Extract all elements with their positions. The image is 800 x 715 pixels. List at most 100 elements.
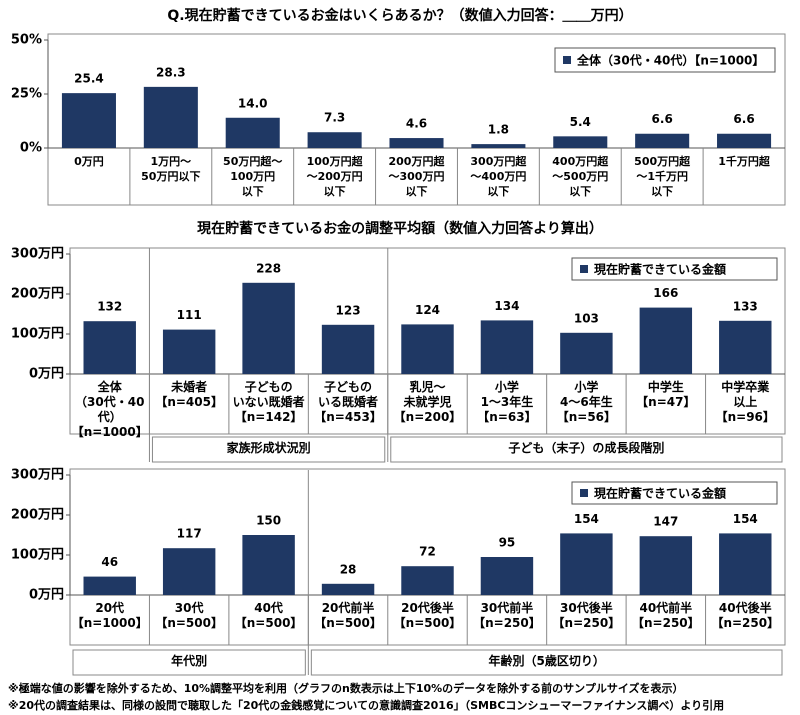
- x-tick-label: 20代後半 【n=500】: [393, 601, 462, 630]
- bar: [225, 117, 280, 148]
- bar: [471, 144, 526, 148]
- y-tick-label: 0万円: [29, 367, 64, 382]
- group-box: [72, 649, 306, 676]
- bar: [480, 320, 534, 374]
- value-label: 117: [177, 527, 202, 541]
- y-tick-label: 100万円: [11, 548, 64, 563]
- x-tick-label: 400万円超 ～500万円 以下: [552, 155, 609, 198]
- legend-swatch: [580, 489, 588, 497]
- x-tick-label: 子どもの いない既婚者 【n=142】: [232, 380, 305, 424]
- chart-title: Q.現在貯蓄できているお金はいくらあるか？（数値入力回答：＿＿万円）: [167, 7, 632, 24]
- value-label: 154: [574, 512, 599, 526]
- x-tick-label: 200万円超 ～300万円 以下: [388, 155, 445, 198]
- value-label: 133: [733, 299, 758, 313]
- chart-title: 現在貯蓄できているお金の調整平均額（数値入力回答より算出）: [197, 220, 603, 237]
- bar: [639, 307, 693, 374]
- note: ※20代の調査結果は、同様の設問で聴取した「20代の金銭感覚についての意識調査2…: [8, 699, 725, 712]
- bar: [717, 133, 772, 148]
- legend-swatch: [580, 265, 588, 273]
- legend-box: [571, 481, 778, 505]
- value-label: 1.8: [488, 123, 509, 137]
- bar: [321, 324, 375, 374]
- legend-label: 全体（30代・40代）【n=1000】: [576, 53, 764, 68]
- bar: [321, 583, 375, 595]
- value-label: 132: [97, 300, 122, 314]
- y-tick-label: 100万円: [11, 327, 64, 342]
- x-tick-label: 30代後半 【n=250】: [552, 601, 621, 630]
- group-box: [151, 436, 386, 463]
- y-tick-label: 0%: [20, 141, 42, 156]
- value-label: 14.0: [238, 96, 268, 110]
- value-label: 123: [336, 303, 361, 317]
- y-tick-label: 25%: [11, 87, 42, 102]
- value-label: 72: [419, 545, 436, 559]
- value-label: 28.3: [156, 65, 186, 79]
- value-label: 25.4: [74, 72, 104, 86]
- legend-label: 現在貯蓄できている金額: [594, 486, 726, 501]
- x-tick-label: 300万円超 ～400万円 以下: [470, 155, 527, 198]
- y-tick-label: 50%: [11, 33, 42, 48]
- x-tick-label: 小学 1～3年生 【n=63】: [477, 380, 537, 424]
- value-label: 7.3: [324, 111, 345, 125]
- value-label: 124: [415, 303, 440, 317]
- x-tick-label: 20代前半 【n=500】: [314, 601, 382, 630]
- value-label: 111: [177, 308, 202, 322]
- group-box: [310, 649, 783, 676]
- x-tick-label: 30代前半 【n=250】: [473, 601, 541, 630]
- bar: [560, 533, 613, 595]
- y-tick-label: 200万円: [11, 508, 64, 523]
- bar: [401, 566, 454, 595]
- legend-box: [571, 257, 778, 281]
- x-tick-label: 乳児～ 未就学児 【n=200】: [393, 380, 462, 424]
- value-label: 147: [653, 515, 678, 529]
- bar: [143, 86, 198, 148]
- legend-box: [554, 47, 776, 73]
- x-tick-label: 40代 【n=500】: [234, 601, 303, 630]
- group-label: 年齢別（5歳区切り）: [488, 654, 605, 668]
- value-label: 6.6: [652, 112, 673, 126]
- value-label: 6.6: [733, 112, 754, 126]
- value-label: 5.4: [570, 115, 591, 129]
- bar: [389, 138, 444, 148]
- note: ※極端な値の影響を除外するため、10%調整平均を利用（グラフのn数表示は上下10…: [8, 682, 684, 695]
- x-tick-label: 40代前半 【n=250】: [632, 601, 700, 630]
- x-tick-label: 中学生 【n=47】: [636, 380, 696, 409]
- x-tick-label: 30代 【n=500】: [155, 601, 223, 630]
- value-label: 228: [256, 261, 281, 275]
- value-label: 150: [256, 514, 281, 528]
- bar: [242, 282, 295, 374]
- x-tick-label: 0万円: [74, 155, 104, 168]
- y-tick-label: 300万円: [11, 468, 64, 483]
- bar: [307, 132, 362, 148]
- bar: [480, 557, 534, 595]
- x-tick-label: 小学 4～6年生 【n=56】: [556, 380, 617, 424]
- bar: [162, 329, 216, 374]
- bar: [83, 321, 136, 374]
- legend-swatch: [563, 56, 571, 64]
- bar: [560, 332, 613, 374]
- bar: [61, 93, 116, 148]
- value-label: 4.6: [406, 117, 427, 131]
- bar: [719, 320, 772, 374]
- value-label: 103: [574, 311, 599, 325]
- value-label: 46: [101, 555, 118, 569]
- value-label: 134: [494, 299, 519, 313]
- x-tick-label: 500万円超 ～1千万円 以下: [634, 155, 691, 198]
- bar: [162, 548, 216, 595]
- x-tick-label: 全体 （30代・40代） 【n=1000】: [71, 380, 148, 439]
- value-label: 28: [340, 562, 357, 576]
- x-tick-label: 100万円超 ～200万円 以下: [306, 155, 363, 198]
- x-tick-label: 中学卒業 以上 【n=96】: [715, 380, 775, 424]
- bar: [553, 136, 608, 148]
- x-tick-label: 1万円～ 50万円以下: [141, 155, 201, 183]
- value-label: 166: [653, 286, 678, 300]
- group-label: 年代別: [171, 654, 208, 668]
- bar: [719, 533, 772, 595]
- y-tick-label: 0万円: [29, 588, 64, 603]
- bar: [639, 536, 693, 595]
- value-label: 154: [733, 512, 758, 526]
- y-tick-label: 300万円: [11, 247, 64, 262]
- bar: [242, 535, 295, 595]
